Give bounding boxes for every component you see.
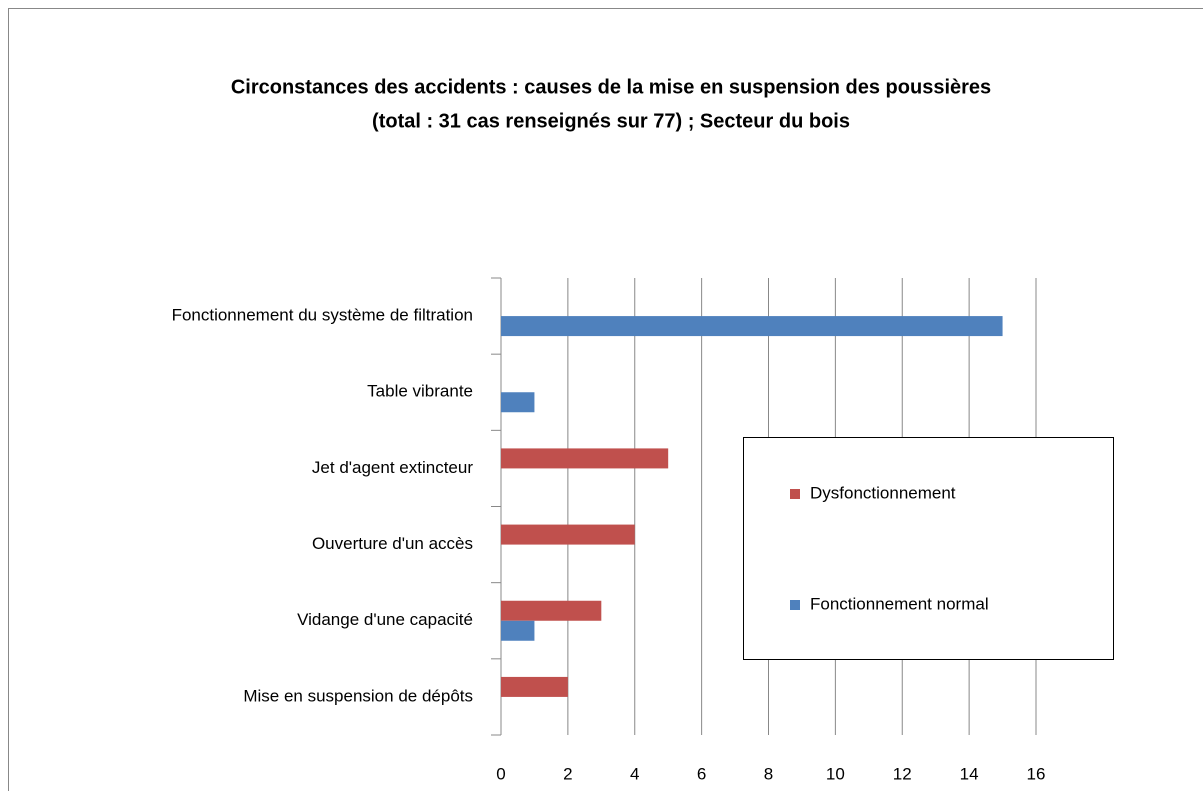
x-tick-label: 12 [893,764,912,783]
legend-label: Fonctionnement normal [810,594,989,613]
legend-label: Dysfonctionnement [810,483,956,502]
y-tick-label: Mise en suspension de dépôts [243,686,473,705]
x-tick-label: 8 [764,764,773,783]
bar [501,316,1003,337]
x-tick-label: 6 [697,764,706,783]
x-tick-label: 14 [960,764,979,783]
bar [501,600,602,621]
x-tick-label: 0 [496,764,505,783]
legend-marker [790,600,800,610]
bar [501,448,669,469]
y-tick-label: Table vibrante [367,382,473,401]
bar [501,676,568,697]
x-tick-label: 16 [1027,764,1046,783]
y-tick-label: Vidange d'une capacité [297,610,473,629]
bar [501,524,635,545]
x-tick-label: 10 [826,764,845,783]
x-tick-label: 4 [630,764,639,783]
y-tick-label: Jet d'agent extincteur [312,458,473,477]
chart-title: Circonstances des accidents : causes de … [231,76,991,98]
bar [501,392,535,413]
x-tick-label: 2 [563,764,572,783]
y-tick-label: Fonctionnement du système de filtration [172,306,473,325]
chart-title: (total : 31 cas renseignés sur 77) ; Sec… [372,110,850,132]
y-tick-label: Ouverture d'un accès [312,534,473,553]
legend-marker [790,489,800,499]
chart-frame [8,8,1203,791]
legend-box [743,437,1114,660]
bar [501,620,535,641]
